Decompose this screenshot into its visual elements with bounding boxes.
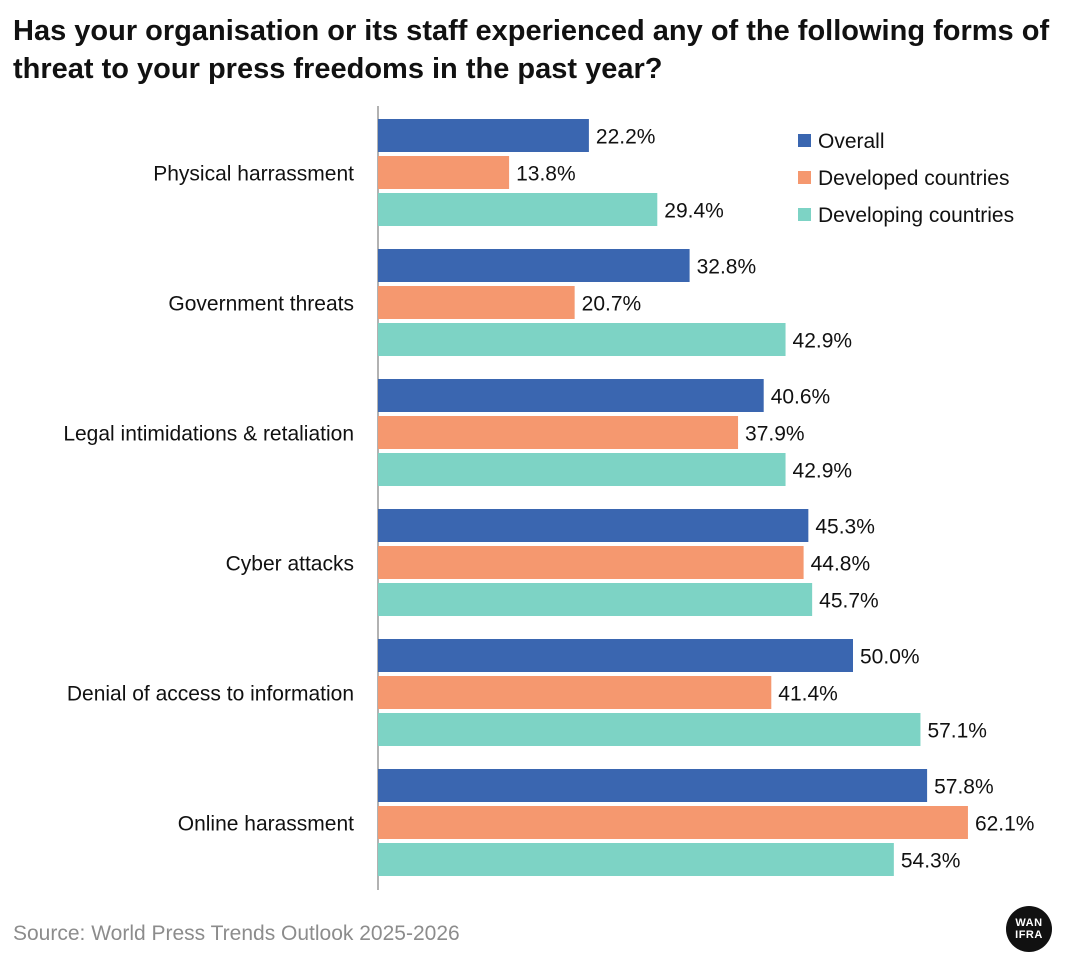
bar-developing-countries — [378, 843, 894, 876]
bar-developing-countries — [378, 323, 786, 356]
bar-developing-countries — [378, 583, 813, 616]
bar-overall — [378, 249, 690, 282]
category-label: Online harassment — [178, 813, 354, 836]
data-label: 29.4% — [664, 200, 724, 223]
data-label: 42.9% — [793, 460, 853, 483]
category-label: Legal intimidations & retaliation — [63, 423, 354, 446]
legend-label: Overall — [818, 130, 885, 153]
data-label: 45.3% — [815, 516, 875, 539]
legend-item-developing-countries: Developing countries — [798, 204, 1014, 227]
data-label: 44.8% — [811, 553, 871, 576]
legend-item-overall: Overall — [798, 130, 885, 153]
bar-developing-countries — [378, 713, 921, 746]
bar-developed-countries — [378, 286, 575, 319]
legend-label: Developed countries — [818, 167, 1009, 190]
bar-overall — [378, 379, 764, 412]
wan-ifra-logo: WAN IFRA — [1006, 906, 1052, 952]
category-group-denial-of-access-to-information: Denial of access to information 50.0% 41.4… — [67, 639, 987, 746]
category-label: Government threats — [168, 293, 354, 316]
bar-developed-countries — [378, 546, 804, 579]
legend-label: Developing countries — [818, 204, 1014, 227]
legend-item-developed-countries: Developed countries — [798, 167, 1009, 190]
bar-developed-countries — [378, 156, 510, 189]
legend-swatch — [798, 134, 811, 147]
category-label: Cyber attacks — [226, 553, 354, 576]
logo-text-top: WAN — [1015, 917, 1043, 929]
category-group-legal-intimidations-retaliation: Legal intimidations & retaliation 40.6% 37… — [63, 379, 852, 486]
bar-developed-countries — [378, 416, 739, 449]
bar-overall — [378, 769, 928, 802]
data-label: 42.9% — [793, 330, 853, 353]
data-label: 57.1% — [927, 720, 987, 743]
bar-developed-countries — [378, 676, 772, 709]
legend-swatch — [798, 208, 811, 221]
bars-layer: Physical harrassment 22.2% 13.8% 29.4% Gover… — [63, 119, 1034, 876]
data-label: 62.1% — [975, 813, 1035, 836]
bar-developing-countries — [378, 193, 658, 226]
data-label: 32.8% — [697, 256, 757, 279]
data-label: 57.8% — [934, 776, 994, 799]
bar-overall — [378, 119, 589, 152]
data-label: 41.4% — [778, 683, 838, 706]
data-label: 22.2% — [596, 126, 656, 149]
bar-developed-countries — [378, 806, 968, 839]
category-group-government-threats: Government threats 32.8% 20.7% 42.9% — [168, 249, 852, 356]
category-group-cyber-attacks: Cyber attacks 45.3% 44.8% 45.7% — [226, 509, 879, 616]
legend: Overall Developed countries Developing cou… — [798, 130, 1014, 227]
data-label: 45.7% — [819, 590, 879, 613]
bar-overall — [378, 639, 853, 672]
legend-swatch — [798, 171, 811, 184]
category-label: Denial of access to information — [67, 683, 354, 706]
bar-developing-countries — [378, 453, 786, 486]
category-group-online-harassment: Online harassment 57.8% 62.1% 54.3% — [178, 769, 1035, 876]
data-label: 20.7% — [582, 293, 642, 316]
data-label: 50.0% — [860, 646, 920, 669]
data-label: 13.8% — [516, 163, 576, 186]
bar-overall — [378, 509, 809, 542]
data-label: 37.9% — [745, 423, 805, 446]
data-label: 54.3% — [901, 850, 961, 873]
logo-text-bottom: IFRA — [1015, 929, 1043, 941]
category-label: Physical harrassment — [153, 163, 354, 186]
category-group-physical-harrassment: Physical harrassment 22.2% 13.8% 29.4% — [153, 119, 724, 226]
data-label: 40.6% — [771, 386, 831, 409]
source-note: Source: World Press Trends Outlook 2025-… — [13, 922, 460, 945]
chart-title: Has your organisation or its staff exper… — [13, 15, 1050, 85]
